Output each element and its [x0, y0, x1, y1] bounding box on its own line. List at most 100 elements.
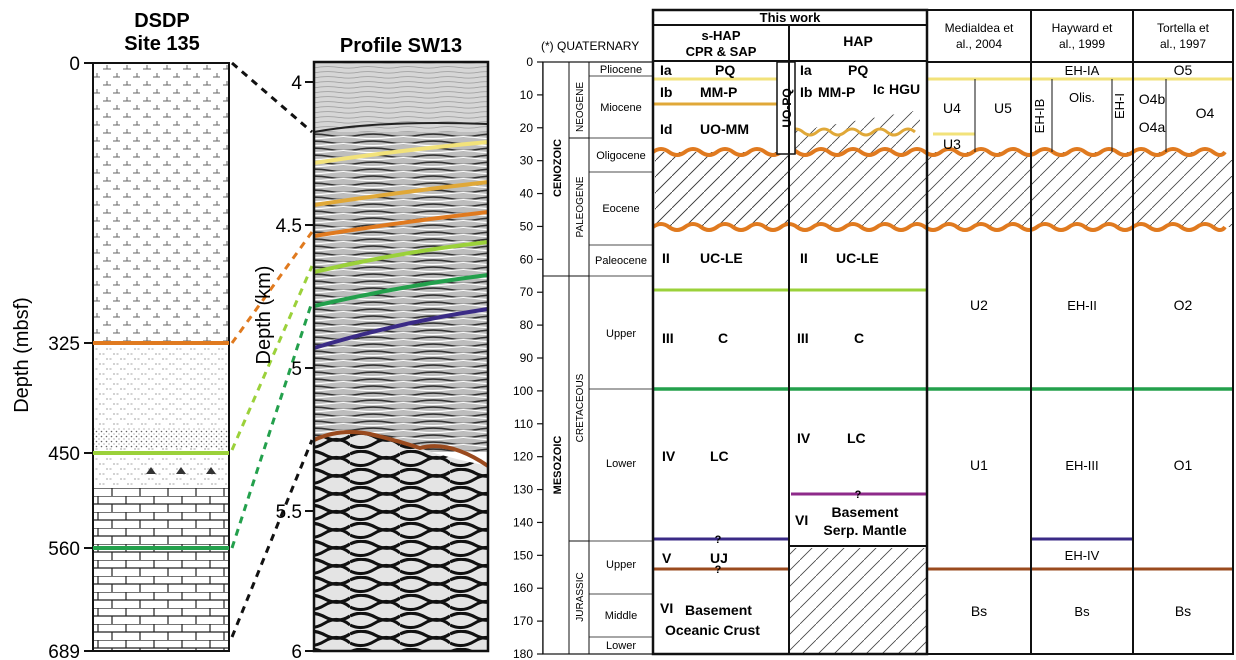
- hayward-eh-ii: EH-II: [1067, 298, 1097, 313]
- age-tick-label: 160: [513, 581, 533, 595]
- medialdea-u2: U2: [970, 297, 988, 313]
- medialdea-u1: U1: [970, 457, 988, 473]
- tortella-o2: O2: [1174, 297, 1193, 313]
- header-this-work: This work: [760, 10, 821, 25]
- shap-id-label: UO-MM: [700, 121, 749, 137]
- profile-tick-5: 5: [291, 359, 302, 380]
- hayward-eh-iv: EH-IV: [1065, 548, 1100, 563]
- shap-ia-number: Ia: [660, 62, 672, 78]
- age-tick-label: 30: [520, 154, 534, 168]
- epoch-middle-jurassic: Middle: [605, 610, 637, 622]
- header-medialdea-line1: Medialdea et: [945, 21, 1014, 35]
- dsdp-tick-325: 325: [48, 334, 80, 355]
- hap-ic-number: Ic: [873, 81, 885, 97]
- dsdp-lithology-column: [92, 62, 230, 652]
- age-tick-label: 90: [520, 351, 534, 365]
- hap-ii-label: UC-LE: [836, 250, 879, 266]
- shap-question-2: ?: [715, 564, 722, 576]
- epoch-lower-jurassic: Lower: [606, 640, 636, 652]
- tortella-bs: Bs: [1175, 603, 1191, 619]
- hap-iii-number: III: [797, 330, 809, 346]
- age-tick-label: 60: [520, 252, 534, 266]
- header-hap: HAP: [843, 33, 873, 49]
- epoch-labels: Pliocene Miocene Oligocene Eocene Paleoc…: [595, 64, 647, 652]
- age-tick-label: 80: [520, 318, 534, 332]
- header-shap-line2: CPR & SAP: [686, 44, 757, 59]
- age-tick-label: 50: [520, 219, 534, 233]
- shap-iv-number: IV: [662, 448, 676, 464]
- medialdea-u4: U4: [943, 100, 961, 116]
- hayward-unit-labels: EH-IA EH-IB Olis. EH-I EH-II EH-III EH-I…: [1032, 63, 1127, 619]
- header-hayward-line2: al., 1999: [1059, 37, 1105, 51]
- hayward-bs: Bs: [1074, 604, 1090, 619]
- header-tortella-line2: al., 1997: [1160, 37, 1206, 51]
- epoch-eocene: Eocene: [602, 203, 639, 215]
- hap-ib-number: Ib: [800, 84, 812, 100]
- dsdp-tick-450: 450: [48, 444, 80, 465]
- hap-question: ?: [855, 489, 862, 501]
- shap-ii-number: II: [662, 250, 670, 266]
- hap-vi-label-line1: Basement: [832, 504, 899, 520]
- age-tick-label: 110: [514, 417, 533, 431]
- shap-ii-label: UC-LE: [700, 250, 743, 266]
- profile-y-axis-label: Depth (km): [253, 266, 275, 365]
- epoch-paleocene: Paleocene: [595, 255, 647, 267]
- hap-ia-number: Ia: [800, 62, 812, 78]
- hayward-olis: Olis.: [1069, 90, 1095, 105]
- hap-ia-label: PQ: [848, 62, 868, 78]
- header-medialdea-line2: al., 2004: [956, 37, 1002, 51]
- dsdp-title-line2: Site 135: [124, 33, 200, 55]
- shap-vi-label-line1: Basement: [685, 602, 752, 618]
- dsdp-tick-560: 560: [48, 539, 80, 560]
- period-jurassic: JURASSIC: [575, 572, 586, 621]
- shap-ia-label: PQ: [715, 62, 735, 78]
- dsdp-y-ticks: 0 325 450 560 689: [48, 54, 93, 660]
- hayward-eh-iii: EH-III: [1065, 458, 1098, 473]
- quaternary-label: (*) QUATERNARY: [541, 39, 639, 53]
- profile-title: Profile SW13: [340, 35, 462, 57]
- tortella-o4a: O4a: [1139, 119, 1166, 135]
- era-mesozoic: MESOZOIC: [552, 436, 564, 495]
- age-tick-label: 140: [513, 515, 533, 529]
- age-tick-label: 170: [513, 614, 533, 628]
- tortella-unit-labels: O5 O4b O4a O4 O2 O1 Bs: [1139, 62, 1215, 619]
- tortella-o1: O1: [1174, 457, 1193, 473]
- correlation-table: [651, 8, 1234, 656]
- age-axis: 0 10 20 30 40 50 60 70 80 90 100 110 120 130 140 150 160…: [513, 55, 544, 660]
- shap-iv-label: LC: [710, 448, 729, 464]
- hap-iii-label: C: [854, 330, 864, 346]
- age-tick-label: 0: [526, 55, 533, 69]
- tortella-o4: O4: [1196, 105, 1215, 121]
- header-shap-line1: s-HAP: [701, 28, 740, 43]
- shap-question-1: ?: [715, 534, 722, 546]
- profile-tick-4: 4: [291, 73, 302, 94]
- epoch-miocene: Miocene: [600, 102, 642, 114]
- age-tick-label: 70: [520, 285, 534, 299]
- hap-vi-label-line2: Serp. Mantle: [823, 522, 906, 538]
- medialdea-bs: Bs: [971, 603, 987, 619]
- hap-unit-labels: Ia PQ Ib MM-P Ic HGU II UC-LE III C IV L…: [795, 62, 920, 538]
- profile-y-ticks: 4 4.5 5 5.5 6: [276, 73, 314, 660]
- age-tick-label: 20: [520, 121, 534, 135]
- hap-ii-number: II: [800, 250, 808, 266]
- medialdea-u3: U3: [943, 136, 961, 152]
- epoch-upper-jurassic: Upper: [606, 559, 636, 571]
- shap-vi-label-line2: Oceanic Crust: [665, 622, 760, 638]
- hap-vi-number: VI: [795, 512, 808, 528]
- epoch-pliocene: Pliocene: [600, 64, 642, 76]
- age-tick-label: 180: [513, 647, 533, 660]
- profile-tick-6: 6: [291, 642, 302, 660]
- era-cenozoic: CENOZOIC: [552, 139, 564, 197]
- period-neogene: NEOGENE: [575, 82, 586, 132]
- shap-uo-pq-label: UO-PQ: [780, 88, 794, 127]
- profile-tick-4-5: 4.5: [276, 216, 302, 237]
- age-tick-label: 100: [513, 384, 533, 398]
- dsdp-tick-689: 689: [48, 642, 80, 660]
- shap-unit-labels: Ia PQ Ib MM-P Id UO-MM UO-PQ II UC-LE II…: [660, 62, 794, 638]
- shap-ib-label: MM-P: [700, 84, 737, 100]
- tortella-o5: O5: [1174, 62, 1193, 78]
- dsdp-tick-0: 0: [69, 54, 80, 75]
- hap-iv-number: IV: [797, 430, 811, 446]
- correlation-tie-lines: [230, 61, 314, 638]
